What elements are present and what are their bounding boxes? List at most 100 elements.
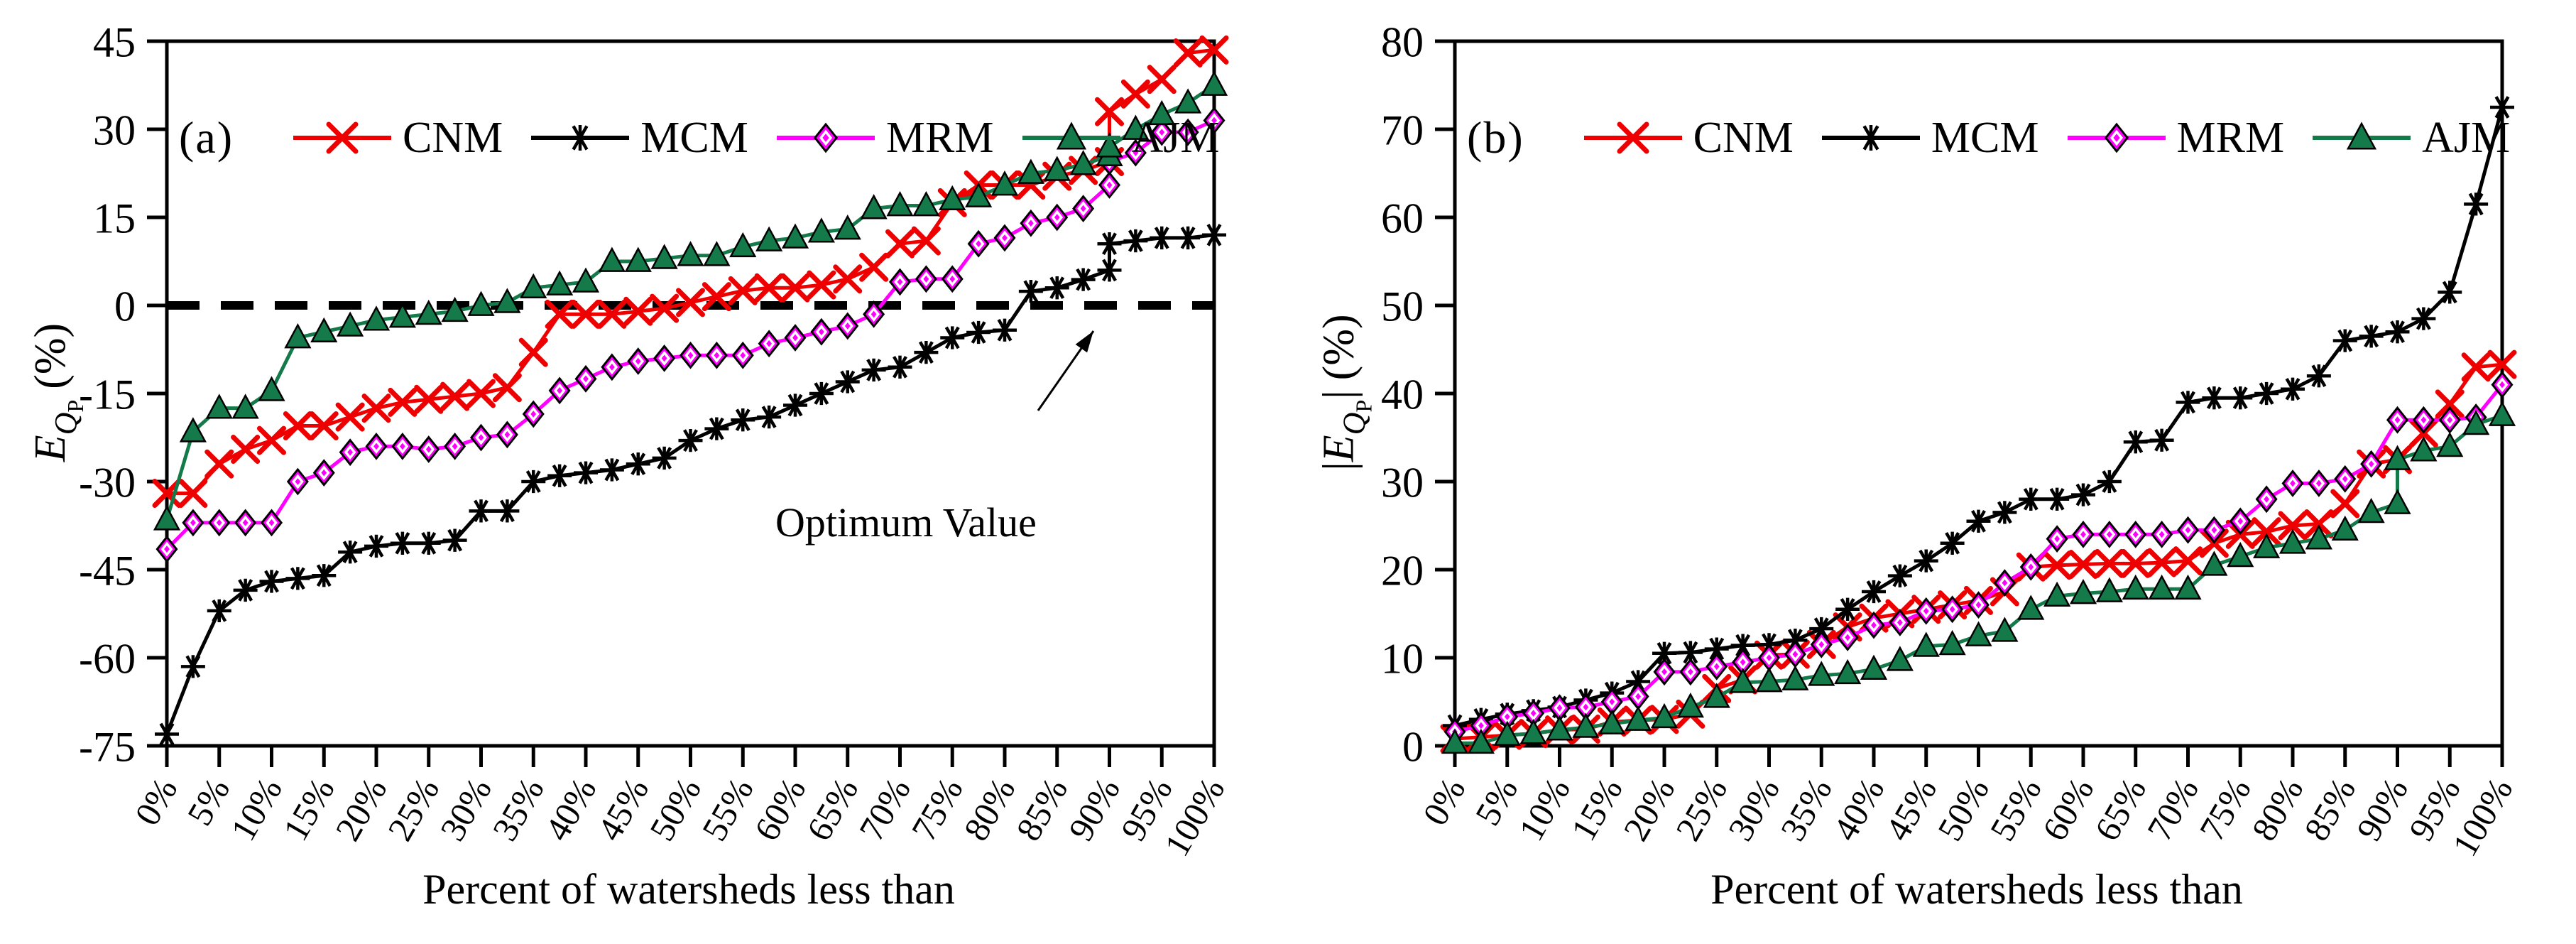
legend-label-mrm: MRM (885, 113, 994, 162)
mcm-marker-icon (1821, 124, 1920, 151)
x-tick-label: 65% (799, 771, 866, 847)
x-tick-label: 25% (380, 771, 447, 847)
x-tick-label: 70% (2139, 771, 2206, 847)
legend-item-ajm: AJM (2308, 113, 2510, 163)
x-tick-label: 60% (746, 771, 813, 847)
legend-label-ajm: AJM (2422, 113, 2511, 162)
y-tick-label: -15 (79, 371, 136, 418)
mrm-marker-icon (776, 122, 875, 153)
legend-item-mrm: MRM (773, 113, 994, 163)
panel-b: 80 70 60 50 40 30 20 10 0 0% 5% 10% 15% 20% 25% 30% 35% 4… (1288, 0, 2576, 944)
y-tick-label: -30 (79, 460, 136, 506)
y-axis-ticks: 45 30 15 0 -15 -30 -45 -60 -75 (79, 19, 167, 771)
panel-a-legend: (a) CNM MCM MRM AJM (179, 105, 1220, 170)
y-tick-label: -75 (79, 724, 136, 771)
x-tick-label: 15% (275, 771, 342, 847)
y-tick-label: 70 (1381, 107, 1424, 154)
x-tick-label: 20% (1615, 771, 1682, 847)
ajm-marker-icon (1022, 121, 1120, 150)
x-tick-label: 55% (694, 771, 760, 847)
x-tick-label: 30% (432, 771, 499, 847)
x-tick-label: 25% (1668, 771, 1735, 847)
legend-item-cnm: CNM (1580, 113, 1794, 163)
y-tick-label: 0 (114, 283, 136, 330)
series-cnm (1440, 349, 2517, 754)
legend-item-mrm: MRM (2063, 113, 2285, 163)
x-tick-label: 30% (1720, 771, 1787, 847)
x-tick-label: 50% (642, 771, 709, 847)
x-tick-label: 45% (1877, 771, 1944, 847)
y-tick-label: 40 (1381, 371, 1424, 418)
y-tick-label: 45 (93, 19, 136, 66)
series-ajm (153, 70, 1228, 531)
optimum-arrow (1037, 330, 1095, 411)
panel-a-chart-canvas: 4530150-15-30-45-60-750%5%10%15%20%25%30… (79, 19, 1233, 863)
legend-item-mcm: MCM (527, 113, 748, 163)
series-ajm-markers (153, 70, 1228, 531)
x-tick-label: 0% (127, 771, 185, 832)
optimum-value-annotation: Optimum Value (775, 499, 1037, 546)
x-tick-label: 15% (1563, 771, 1630, 847)
x-tick-label: 85% (1008, 771, 1075, 847)
x-tick-label: 45% (589, 771, 656, 847)
mcm-marker-icon (531, 124, 630, 151)
cnm-marker-icon (1583, 121, 1682, 154)
panel-b-chart-canvas: 807060504030201000%5%10%15%20%25%30%35%4… (1381, 19, 2521, 863)
legend-label-cnm: CNM (403, 113, 503, 162)
x-tick-label: 90% (1061, 771, 1128, 847)
legend-label-cnm: CNM (1693, 113, 1794, 162)
panel-a-letter: (a) (179, 112, 234, 163)
x-tick-label: 85% (2296, 771, 2363, 847)
x-tick-label: 55% (1982, 771, 2048, 847)
x-tick-label: 35% (1772, 771, 1839, 847)
panel-b-letter: (b) (1467, 112, 1524, 163)
y-tick-label: -60 (79, 636, 136, 683)
x-tick-label: 75% (903, 771, 970, 847)
panel-a-x-axis-title: Percent of watersheds less than (422, 866, 955, 913)
y-tick-label: 80 (1381, 19, 1424, 66)
x-tick-label: 10% (1511, 771, 1578, 847)
legend-item-ajm: AJM (1018, 113, 1220, 163)
panel-b-legend: (b) CNM MCM MRM AJM (1467, 105, 2510, 170)
mrm-marker-icon (2067, 122, 2166, 153)
series-ajm (1441, 401, 2516, 754)
x-tick-label: 40% (537, 771, 604, 847)
y-tick-label: 50 (1381, 283, 1424, 330)
y-tick-label: 10 (1381, 636, 1424, 683)
x-tick-label: 40% (1825, 771, 1892, 847)
x-tick-label: 35% (484, 771, 551, 847)
y-tick-label: 15 (93, 195, 136, 242)
x-tick-label: 80% (956, 771, 1022, 847)
x-tick-label: 0% (1415, 771, 1473, 832)
legend-label-mcm: MCM (1931, 113, 2039, 162)
x-axis-ticks: 0%5%10%15%20%25%30%35%40%45%50%55%60%65%… (1415, 746, 2521, 863)
series-mcm-markers (155, 223, 1226, 746)
x-tick-label: 75% (2191, 771, 2258, 847)
series-ajm-markers (1441, 401, 2516, 754)
ajm-marker-icon (2313, 121, 2411, 150)
x-tick-label: 80% (2244, 771, 2310, 847)
panel-b-x-axis-title: Percent of watersheds less than (1710, 866, 2243, 913)
panel-a: 45 30 15 0 -15 -30 -45 -60 -75 0% 5% 10% 15% 20% 25% 30… (27, 19, 1233, 913)
series-mrm-markers (1443, 371, 2514, 746)
y-tick-label: 0 (1402, 724, 1424, 771)
series-cnm-markers (1440, 349, 2517, 754)
legend-item-cnm: CNM (289, 113, 503, 163)
series-mrm-line (1454, 384, 2504, 734)
x-tick-label: 65% (2087, 771, 2154, 847)
legend-label-mcm: MCM (640, 113, 748, 162)
x-tick-label: 90% (2349, 771, 2416, 847)
y-tick-label: 30 (1381, 460, 1424, 506)
series-mcm (155, 223, 1226, 746)
x-tick-label: 50% (1930, 771, 1997, 847)
x-tick-label: 10% (223, 771, 290, 847)
series-mrm (1443, 371, 2514, 746)
legend-label-ajm: AJM (1131, 113, 1220, 162)
y-tick-label: -45 (79, 548, 136, 595)
x-axis-ticks: 0%5%10%15%20%25%30%35%40%45%50%55%60%65%… (127, 746, 1233, 863)
legend-item-mcm: MCM (1818, 113, 2039, 163)
legend-label-mrm: MRM (2176, 113, 2285, 162)
y-tick-label: 20 (1381, 548, 1424, 595)
x-tick-label: 20% (327, 771, 394, 847)
